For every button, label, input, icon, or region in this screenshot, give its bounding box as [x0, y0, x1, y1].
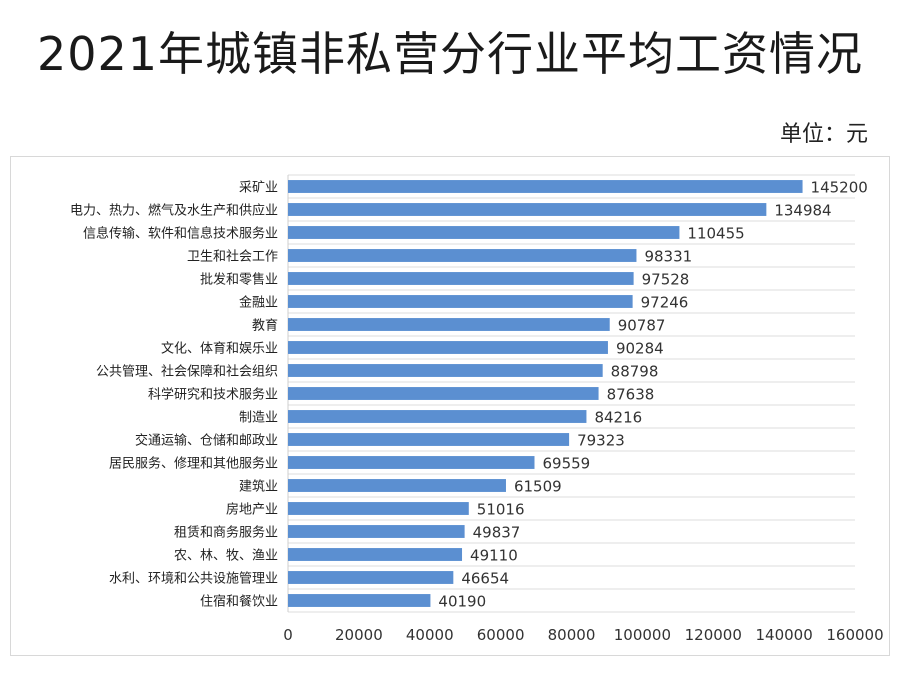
category-label: 卫生和社会工作 — [187, 249, 278, 265]
bar — [288, 410, 587, 423]
category-label: 信息传输、软件和信息技术服务业 — [83, 226, 278, 242]
x-tick-label: 60000 — [477, 626, 525, 644]
x-tick-label: 120000 — [685, 626, 742, 644]
value-label: 134984 — [774, 202, 831, 220]
value-label: 97246 — [641, 294, 689, 312]
x-tick-label: 80000 — [548, 626, 596, 644]
category-label: 电力、热力、燃气及水生产和供应业 — [70, 203, 278, 219]
chart-frame — [10, 156, 890, 656]
value-label: 87638 — [607, 386, 655, 404]
x-tick-label: 20000 — [335, 626, 383, 644]
x-tick-label: 0 — [283, 626, 293, 644]
category-label: 农、林、牧、渔业 — [174, 549, 278, 564]
category-label: 水利、环境和公共设施管理业 — [109, 572, 278, 587]
value-label: 88798 — [611, 363, 659, 381]
value-label: 98331 — [644, 248, 692, 266]
category-labels: 采矿业电力、热力、燃气及水生产和供应业信息传输、软件和信息技术服务业卫生和社会工… — [70, 181, 278, 610]
bar — [288, 456, 535, 469]
x-tick-label: 100000 — [614, 626, 671, 644]
category-label: 文化、体育和娱乐业 — [161, 341, 278, 357]
x-tick-label: 40000 — [406, 626, 454, 644]
bar — [288, 249, 637, 262]
bar — [288, 180, 803, 193]
category-label: 建筑业 — [239, 479, 278, 495]
grid-lines — [287, 174, 855, 613]
value-label: 90787 — [618, 317, 666, 335]
bar — [288, 479, 506, 492]
value-label: 61509 — [514, 478, 562, 496]
bars — [288, 180, 803, 607]
value-label: 97528 — [642, 271, 690, 289]
value-label: 110455 — [687, 225, 744, 243]
bar — [288, 594, 431, 607]
bar — [288, 571, 454, 584]
category-label: 金融业 — [239, 295, 278, 311]
bar — [288, 433, 570, 446]
value-label: 90284 — [616, 340, 664, 358]
x-axis-ticks: 0 20000 40000 60000 80000 100000 120000 140000 1… — [283, 626, 883, 644]
category-label: 住宿和餐饮业 — [200, 594, 278, 610]
bar — [288, 364, 603, 377]
bar — [288, 318, 610, 331]
category-label: 租赁和商务服务业 — [174, 525, 278, 541]
value-label: 69559 — [542, 455, 590, 473]
bar — [288, 203, 767, 216]
bar — [288, 295, 633, 308]
bar — [288, 387, 599, 400]
category-label: 制造业 — [239, 411, 278, 426]
unit-label: 单位：元 — [779, 122, 868, 147]
category-label: 公共管理、社会保障和社会组织 — [96, 364, 278, 380]
x-tick-label: 140000 — [755, 626, 812, 644]
bar — [288, 502, 469, 515]
category-label: 批发和零售业 — [200, 272, 278, 288]
value-label: 79323 — [577, 432, 625, 450]
value-label: 49837 — [473, 524, 521, 542]
bar — [288, 525, 465, 538]
category-label: 教育 — [252, 318, 278, 334]
category-label: 交通运输、仓储和邮政业 — [135, 433, 278, 449]
value-labels: 145200 134984 110455 98331 97528 97246 90787 90… — [438, 179, 867, 611]
value-label: 84216 — [594, 409, 642, 427]
x-tick-label: 160000 — [826, 626, 883, 644]
value-label: 46654 — [461, 570, 509, 588]
chart-title: 2021年城镇非私营分行业平均工资情况 — [36, 27, 864, 81]
bar — [288, 548, 463, 561]
category-label: 居民服务、修理和其他服务业 — [109, 456, 278, 472]
bar — [288, 341, 608, 354]
category-label: 房地产业 — [226, 502, 278, 518]
bar — [288, 272, 634, 285]
category-label: 科学研究和技术服务业 — [148, 387, 278, 403]
category-label: 采矿业 — [239, 181, 278, 196]
value-label: 145200 — [811, 179, 868, 197]
value-label: 51016 — [477, 501, 525, 519]
value-label: 49110 — [470, 547, 518, 565]
value-label: 40190 — [438, 593, 486, 611]
bar — [288, 226, 680, 239]
